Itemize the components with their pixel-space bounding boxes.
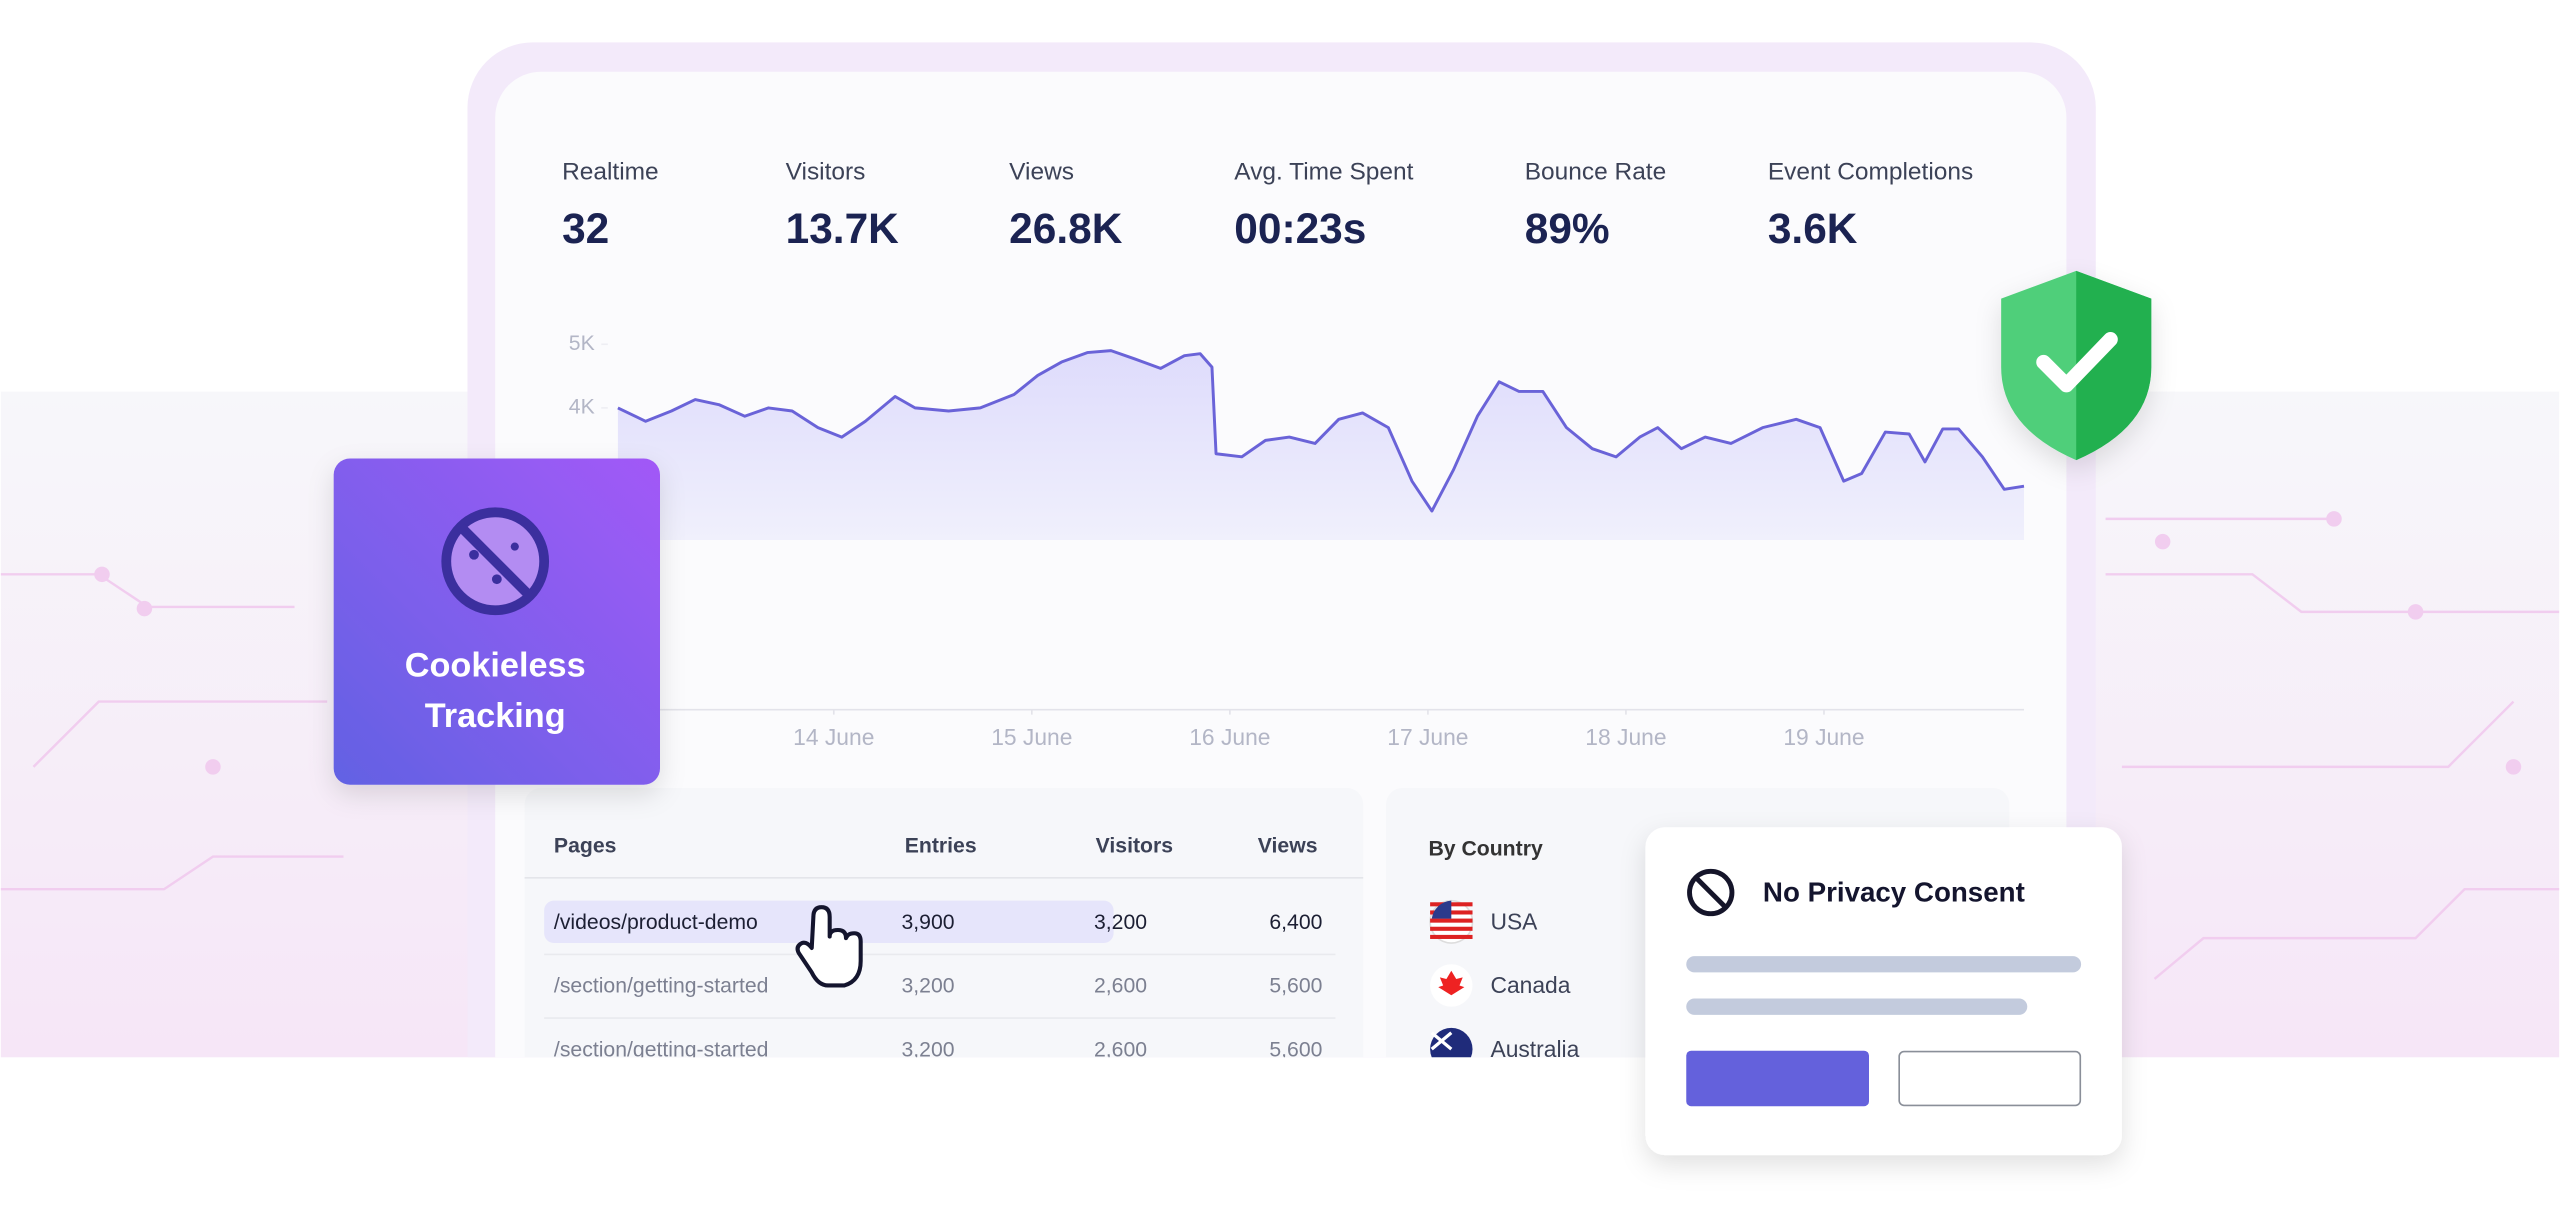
table-cell: 5,600 [1269,1038,1322,1061]
stat-value: 13.7K [786,205,900,252]
table-cell: /section/getting-started [554,975,769,998]
x-tick-label: 19 June [1783,724,1864,750]
area [617,350,2024,541]
x-tick-label: 16 June [1189,724,1270,750]
block-icon [1687,868,1735,917]
decline-button[interactable] [1898,1050,2082,1107]
country-name: USA [1490,909,1538,935]
cookie-icon [441,507,550,616]
stat-label: Visitors [786,158,866,185]
stat-value: 3.6K [1768,205,1858,252]
card-title: Cookieless [405,646,586,684]
table-cell: /videos/product-demo [554,911,758,934]
consent-title: No Privacy Consent [1763,876,2025,907]
stat-value: 00:23s [1234,205,1366,252]
table-header: Views [1258,834,1318,857]
flag-usa [1429,899,1474,944]
hand-cursor [795,905,863,988]
table-cell: 3,200 [901,1038,954,1061]
x-tick-label: 17 June [1387,724,1468,750]
table-cell: 3,200 [1094,911,1147,934]
stat-label: Realtime [562,158,659,185]
placeholder-bar [1686,998,2028,1015]
line [617,349,2025,513]
country-title: By Country [1428,838,1542,861]
table-header: Visitors [1096,834,1173,857]
stat-value: 32 [562,205,609,252]
table-cell: 3,200 [901,975,954,998]
table-cell: 5,600 [1269,975,1322,998]
x-tick-label: 18 June [1585,724,1666,750]
table-cell: 2,600 [1094,1038,1147,1061]
x-tick-label: 14 June [793,724,874,750]
table-cell: 6,400 [1269,911,1322,934]
table-header: Entries [905,834,977,857]
stat-label: Avg. Time Spent [1234,158,1413,185]
flag-canada [1430,964,1473,1007]
table-cell: 3,900 [901,911,954,934]
y-tick-label: 5K [569,332,595,355]
stat-label: Views [1009,158,1074,185]
card-title: Tracking [425,697,566,735]
stat-value: 89% [1525,205,1610,252]
stat-value: 26.8K [1009,205,1123,252]
dashboard: Realtime 32 Visitors 13.7K Views 26.8K Avg. Ti… [467,42,2096,1062]
flag-australia [1430,1027,1473,1058]
y-tick-label: 4K [569,396,595,419]
stat-label: Event Completions [1768,158,1973,185]
country-name: Australia [1490,1036,1579,1062]
x-tick-label: 15 June [991,724,1072,750]
table-header: Pages [554,834,616,857]
accept-button[interactable] [1686,1050,1869,1107]
placeholder-bar [1686,956,2082,973]
country-name: Canada [1490,972,1570,998]
cookieless-card [333,458,660,785]
stat-label: Bounce Rate [1525,158,1666,185]
table-cell: /section/getting-started [554,1038,769,1061]
circuit-lines [0,511,2560,980]
shield-icon [2001,270,2152,461]
table-cell: 2,600 [1094,975,1147,998]
